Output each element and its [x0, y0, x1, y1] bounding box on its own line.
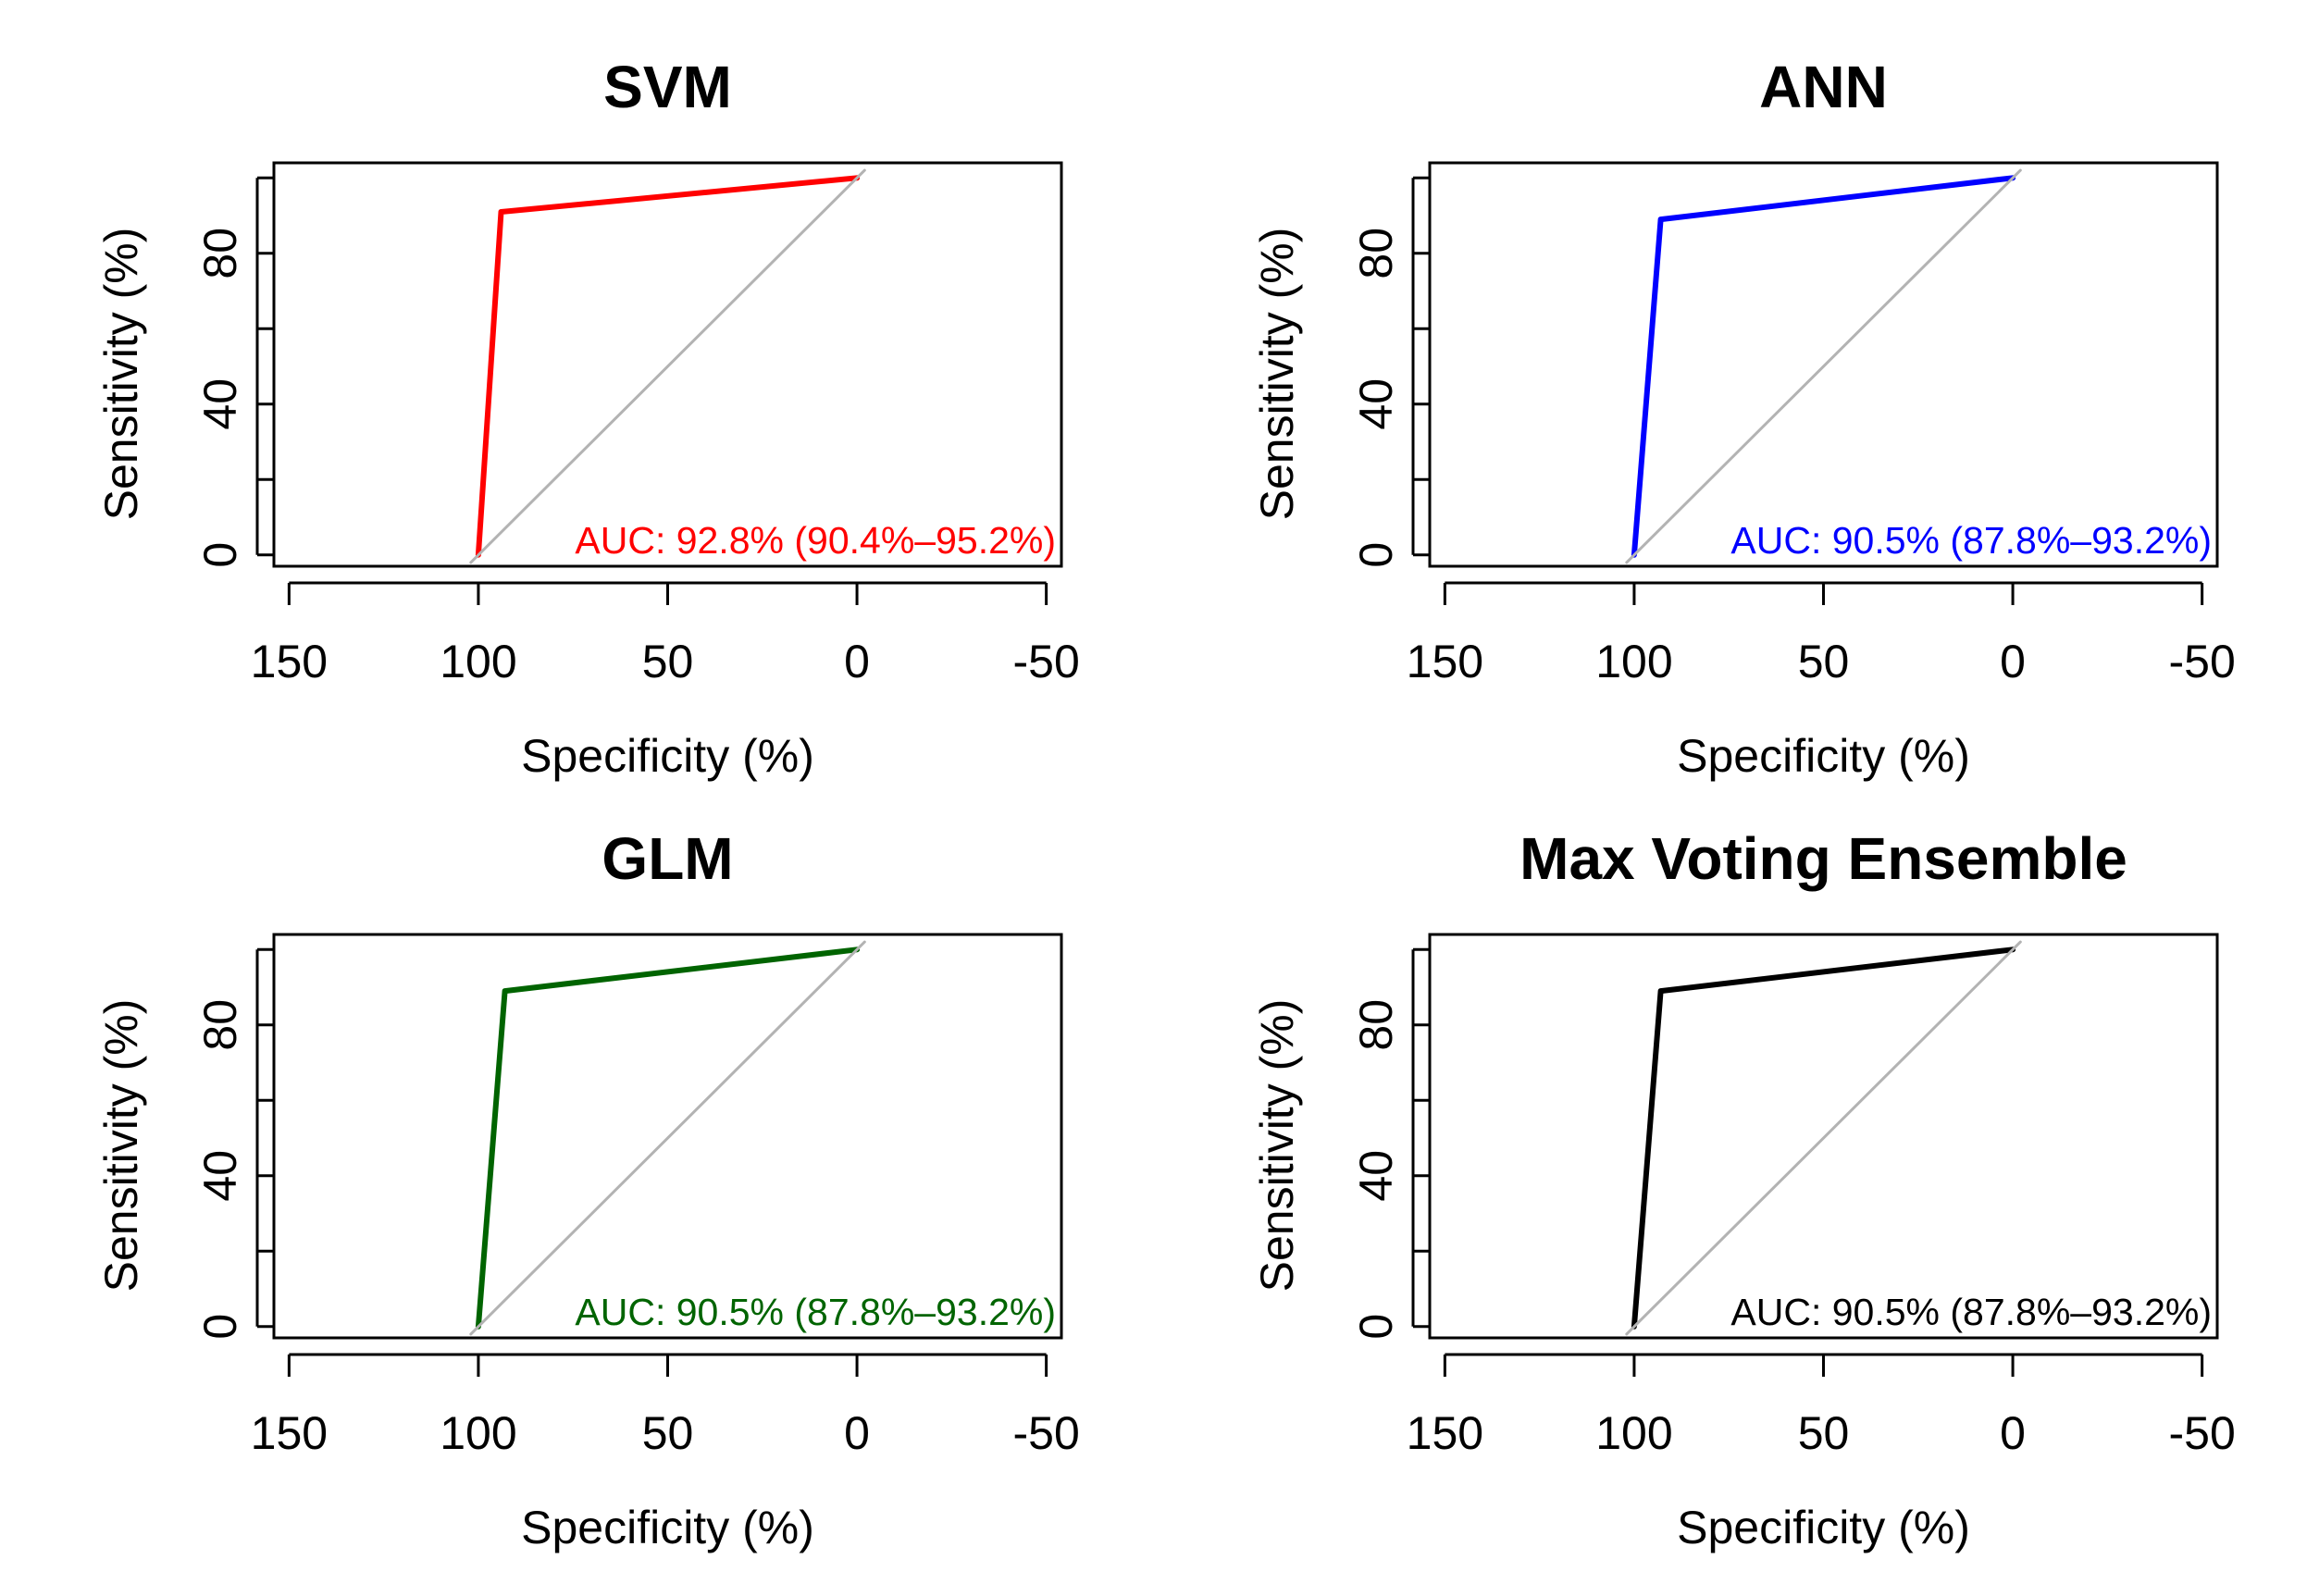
reference-diagonal-line	[469, 940, 866, 1336]
chart-title: Max Voting Ensemble	[1519, 825, 2127, 892]
y-axis-label: Sensitivity (%)	[1251, 999, 1303, 1293]
x-tick-label: 150	[1407, 1407, 1483, 1459]
x-tick-label: 150	[251, 1407, 328, 1459]
y-tick-label: 0	[1350, 1314, 1402, 1340]
x-tick-label: -50	[1013, 636, 1080, 687]
x-axis-label: Specificity (%)	[521, 730, 814, 782]
y-tick-label: 40	[194, 1150, 246, 1202]
x-tick-label: 100	[440, 1407, 516, 1459]
x-axis-label: Specificity (%)	[521, 1502, 814, 1553]
x-tick-label: 50	[642, 1407, 694, 1459]
x-tick-label: 50	[1798, 636, 1850, 687]
y-tick-label: 80	[194, 228, 246, 279]
auc-annotation: AUC: 90.5% (87.8%–93.2%)	[575, 1291, 1056, 1333]
auc-annotation: AUC: 90.5% (87.8%–93.2%)	[1730, 519, 2212, 562]
x-tick-label: 100	[1595, 1407, 1672, 1459]
x-tick-label: -50	[2169, 636, 2236, 687]
panel-svm: SVM 0 40 80 Sensitivity (%) 150 100 50 0 -50 Speci…	[95, 54, 1080, 782]
y-tick-label: 40	[194, 378, 246, 430]
y-tick-label: 0	[194, 1314, 246, 1340]
panel-glm: GLM 0 40 80 Sensitivity (%) 150 100 50 0 -50 Speci…	[95, 825, 1080, 1553]
chart-title: ANN	[1759, 54, 1888, 120]
x-tick-label: 100	[1595, 636, 1672, 687]
plot-frame	[1428, 933, 2219, 1340]
x-tick-label: 150	[251, 636, 328, 687]
x-tick-label: 50	[642, 636, 694, 687]
auc-annotation: AUC: 90.5% (87.8%–93.2%)	[1730, 1291, 2212, 1333]
x-tick-label: 0	[844, 1407, 870, 1459]
y-axis-label: Sensitivity (%)	[1251, 228, 1303, 521]
chart-title: GLM	[602, 825, 733, 892]
plot-frame	[272, 933, 1063, 1340]
x-tick-label: -50	[2169, 1407, 2236, 1459]
panel-max-voting-ensemble: Max Voting Ensemble 0 40 80 Sensitivity (%) 1…	[1251, 825, 2236, 1553]
auc-annotation: AUC: 92.8% (90.4%–95.2%)	[575, 519, 1056, 562]
x-tick-label: 150	[1407, 636, 1483, 687]
x-tick-label: 0	[844, 636, 870, 687]
y-tick-label: 80	[1350, 228, 1402, 279]
x-tick-label: 50	[1798, 1407, 1850, 1459]
y-tick-label: 40	[1350, 378, 1402, 430]
plot-frame	[1428, 161, 2219, 568]
x-axis-label: Specificity (%)	[1677, 730, 1970, 782]
y-tick-label: 80	[194, 999, 246, 1051]
x-tick-label: -50	[1013, 1407, 1080, 1459]
y-axis-label: Sensitivity (%)	[95, 999, 147, 1293]
reference-diagonal-line	[469, 168, 866, 564]
y-tick-label: 0	[194, 542, 246, 568]
y-axis-label: Sensitivity (%)	[95, 228, 147, 521]
chart-title: SVM	[603, 54, 732, 120]
x-tick-label: 0	[2000, 636, 2026, 687]
y-tick-label: 80	[1350, 999, 1402, 1051]
roc-curve-line	[1631, 946, 2016, 1330]
plot-frame	[272, 161, 1063, 568]
panel-ann: ANN 0 40 80 Sensitivity (%) 150 100 50 0 -50 Speci…	[1251, 54, 2236, 782]
x-tick-label: 100	[440, 636, 516, 687]
y-tick-label: 0	[1350, 542, 1402, 568]
y-tick-label: 40	[1350, 1150, 1402, 1202]
x-tick-label: 0	[2000, 1407, 2026, 1459]
roc-curve-line	[475, 175, 861, 558]
reference-diagonal-line	[1625, 940, 2022, 1336]
roc-curve-line	[475, 946, 861, 1330]
reference-diagonal-line	[1625, 168, 2022, 564]
x-axis-label: Specificity (%)	[1677, 1502, 1970, 1553]
roc-curve-line	[1631, 175, 2016, 558]
